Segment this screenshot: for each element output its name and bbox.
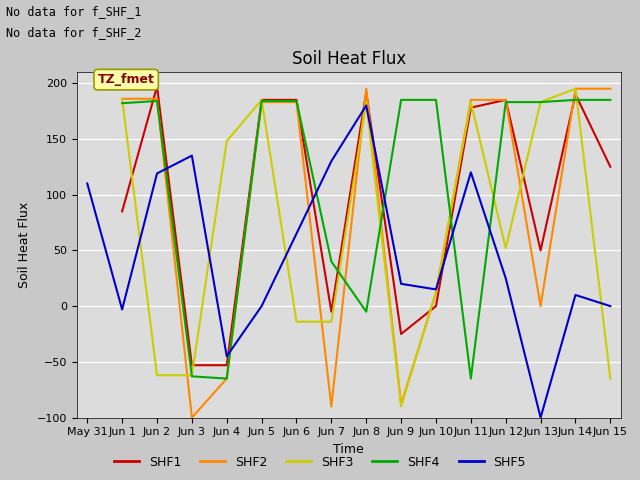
- SHF5: [502, 276, 509, 281]
- Line: SHF2: SHF2: [122, 89, 611, 418]
- SHF4: [432, 97, 440, 103]
- SHF3: [258, 97, 266, 103]
- Text: No data for f_SHF_2: No data for f_SHF_2: [6, 26, 142, 39]
- SHF1: [153, 84, 161, 89]
- Line: SHF1: SHF1: [122, 86, 611, 365]
- Legend: SHF1, SHF2, SHF3, SHF4, SHF5: SHF1, SHF2, SHF3, SHF4, SHF5: [109, 451, 531, 474]
- SHF4: [502, 99, 509, 105]
- SHF5: [432, 287, 440, 292]
- SHF4: [153, 98, 161, 104]
- SHF3: [537, 99, 545, 105]
- SHF4: [258, 98, 266, 104]
- Text: No data for f_SHF_1: No data for f_SHF_1: [6, 5, 142, 18]
- SHF2: [118, 96, 126, 102]
- SHF2: [467, 97, 475, 103]
- SHF2: [223, 376, 230, 382]
- SHF4: [188, 373, 196, 379]
- SHF3: [502, 245, 509, 251]
- SHF3: [188, 372, 196, 378]
- SHF1: [362, 89, 370, 95]
- SHF3: [223, 138, 230, 144]
- SHF1: [397, 331, 405, 337]
- SHF1: [258, 97, 266, 103]
- X-axis label: Time: Time: [333, 443, 364, 456]
- SHF2: [188, 415, 196, 420]
- SHF5: [397, 281, 405, 287]
- SHF1: [572, 91, 579, 97]
- SHF4: [397, 97, 405, 103]
- Line: SHF4: SHF4: [122, 100, 611, 379]
- SHF5: [607, 303, 614, 309]
- SHF2: [397, 401, 405, 407]
- SHF1: [537, 248, 545, 253]
- Title: Soil Heat Flux: Soil Heat Flux: [292, 49, 406, 68]
- SHF4: [537, 99, 545, 105]
- SHF3: [467, 99, 475, 105]
- SHF2: [328, 404, 335, 409]
- SHF5: [467, 169, 475, 175]
- SHF3: [153, 372, 161, 378]
- SHF2: [502, 97, 509, 103]
- SHF1: [607, 164, 614, 169]
- SHF1: [502, 97, 509, 103]
- SHF5: [83, 180, 91, 186]
- SHF4: [467, 376, 475, 382]
- SHF1: [328, 309, 335, 314]
- SHF2: [432, 290, 440, 296]
- SHF3: [607, 376, 614, 382]
- Line: SHF3: SHF3: [122, 89, 611, 407]
- SHF1: [432, 303, 440, 309]
- SHF5: [572, 292, 579, 298]
- SHF5: [537, 415, 545, 420]
- SHF1: [467, 105, 475, 110]
- SHF2: [572, 86, 579, 92]
- SHF3: [362, 99, 370, 105]
- SHF3: [432, 289, 440, 295]
- SHF2: [258, 99, 266, 105]
- SHF3: [292, 319, 300, 324]
- SHF3: [397, 404, 405, 409]
- SHF3: [118, 96, 126, 102]
- SHF5: [153, 170, 161, 176]
- SHF1: [292, 97, 300, 103]
- SHF5: [258, 303, 266, 309]
- SHF1: [118, 208, 126, 214]
- SHF5: [223, 353, 230, 359]
- SHF4: [328, 259, 335, 264]
- SHF1: [223, 362, 230, 368]
- SHF5: [292, 231, 300, 237]
- SHF4: [572, 97, 579, 103]
- SHF4: [292, 98, 300, 104]
- SHF4: [607, 97, 614, 103]
- SHF4: [362, 309, 370, 314]
- SHF3: [328, 319, 335, 324]
- SHF2: [153, 96, 161, 102]
- SHF4: [223, 376, 230, 382]
- SHF5: [362, 103, 370, 108]
- Line: SHF5: SHF5: [87, 106, 611, 418]
- SHF2: [607, 86, 614, 92]
- SHF2: [362, 86, 370, 92]
- SHF2: [537, 303, 545, 309]
- SHF2: [292, 99, 300, 105]
- SHF5: [328, 158, 335, 164]
- SHF5: [188, 153, 196, 158]
- Text: TZ_fmet: TZ_fmet: [98, 73, 155, 86]
- SHF3: [572, 86, 579, 92]
- SHF4: [118, 100, 126, 106]
- SHF1: [188, 362, 196, 368]
- Y-axis label: Soil Heat Flux: Soil Heat Flux: [18, 202, 31, 288]
- SHF5: [118, 307, 126, 312]
